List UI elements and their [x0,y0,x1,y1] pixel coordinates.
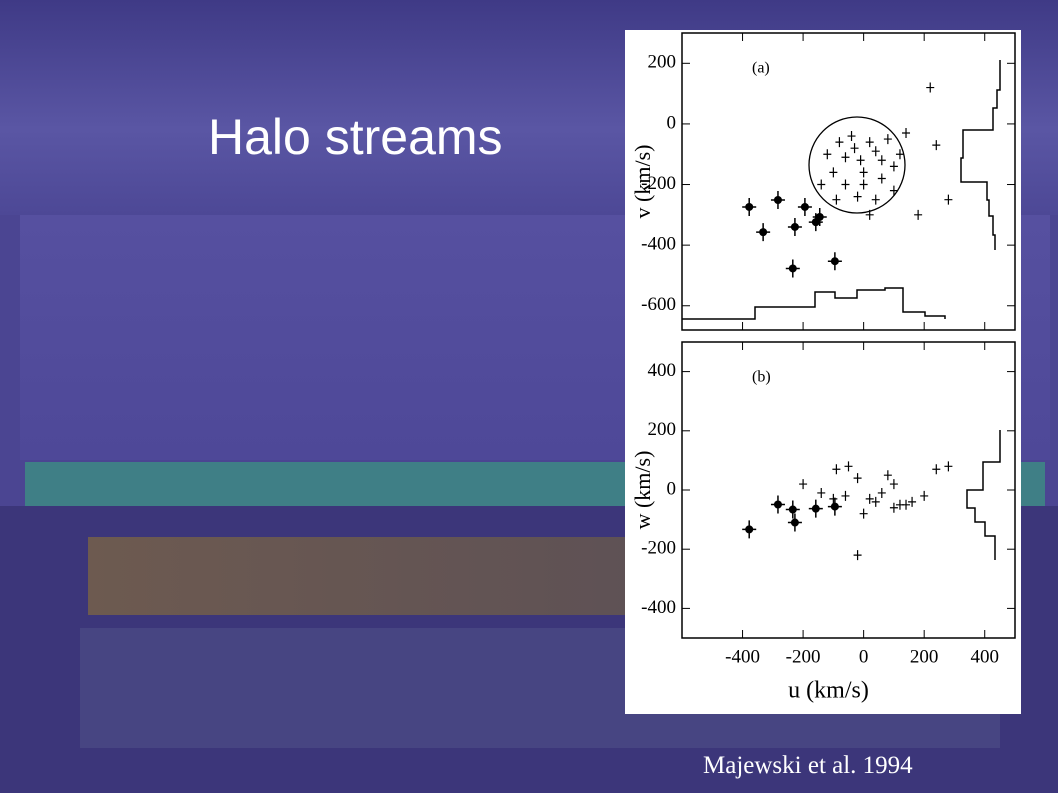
point [932,464,941,475]
point [895,149,904,160]
point [817,179,826,190]
x-tick-label: 0 [859,646,869,667]
point [944,461,953,472]
point [889,185,898,196]
point [914,209,923,220]
point [926,82,935,93]
point [847,131,856,142]
histogram-w [966,430,1001,560]
point [844,461,853,472]
point [889,161,898,172]
slide-title: Halo streams [208,109,503,165]
y-tick-label: -200 [641,173,676,194]
x-axis-label: u (km/s) [788,678,869,704]
point [908,496,917,507]
point [829,167,838,178]
histogram-v [960,60,1001,250]
point [790,222,799,231]
point [800,202,809,211]
point [832,194,841,205]
point [932,140,941,151]
point [889,502,898,513]
point [830,257,839,266]
point [841,490,850,501]
point [877,173,886,184]
point [835,137,844,148]
point [823,149,832,160]
point [841,152,850,163]
point [817,487,826,498]
point [788,264,797,273]
point [799,479,808,490]
x-tick-label: 400 [970,646,999,667]
y-tick-label: 0 [667,478,677,499]
point [865,137,874,148]
y-tick-label: 200 [648,419,677,440]
point [856,155,865,166]
histogram-u [682,287,946,320]
panel-label: (b) [752,369,771,386]
point [895,499,904,510]
point [865,209,874,220]
point [883,470,892,481]
point [829,493,838,504]
point [902,128,911,139]
y-axis-label: w (km/s) [630,451,655,530]
point [773,500,782,509]
y-tick-label: 200 [648,52,677,73]
point [889,479,898,490]
point [815,212,824,221]
point [850,143,859,154]
point [944,194,953,205]
point [832,464,841,475]
point [759,228,768,237]
x-tick-label: -400 [725,646,760,667]
figure: (a) -600 -400 -200 0 200 v (km/s) (b) -400 -200 0 2… [625,30,1021,714]
plot-frame [681,341,1016,639]
point [877,487,886,498]
point [830,502,839,511]
point [811,504,820,513]
point [877,155,886,166]
point [920,490,929,501]
point [883,134,892,145]
plot-frame [681,32,1016,331]
x-tick-label: -200 [786,646,821,667]
point [853,550,862,561]
point [790,518,799,527]
credit: Majewski et al. 1994 [703,752,913,779]
point [745,202,754,211]
point [788,505,797,514]
y-tick-label: -600 [641,294,676,315]
point [859,508,868,519]
x-tick-label: 200 [910,646,939,667]
y-axis-label: v (km/s) [630,145,655,219]
point [865,493,874,504]
y-tick-label: -400 [641,234,676,255]
group-circle [808,116,906,214]
point [871,496,880,507]
y-tick-label: -400 [641,597,676,618]
point [745,525,754,534]
point [871,194,880,205]
y-tick-label: 0 [667,112,677,133]
y-tick-label: 400 [648,360,677,381]
point [871,146,880,157]
y-tick-label: -200 [641,538,676,559]
point [853,473,862,484]
panel-label: (a) [752,60,770,77]
point [859,167,868,178]
point [773,195,782,204]
point [841,179,850,190]
point [859,179,868,190]
point [853,191,862,202]
